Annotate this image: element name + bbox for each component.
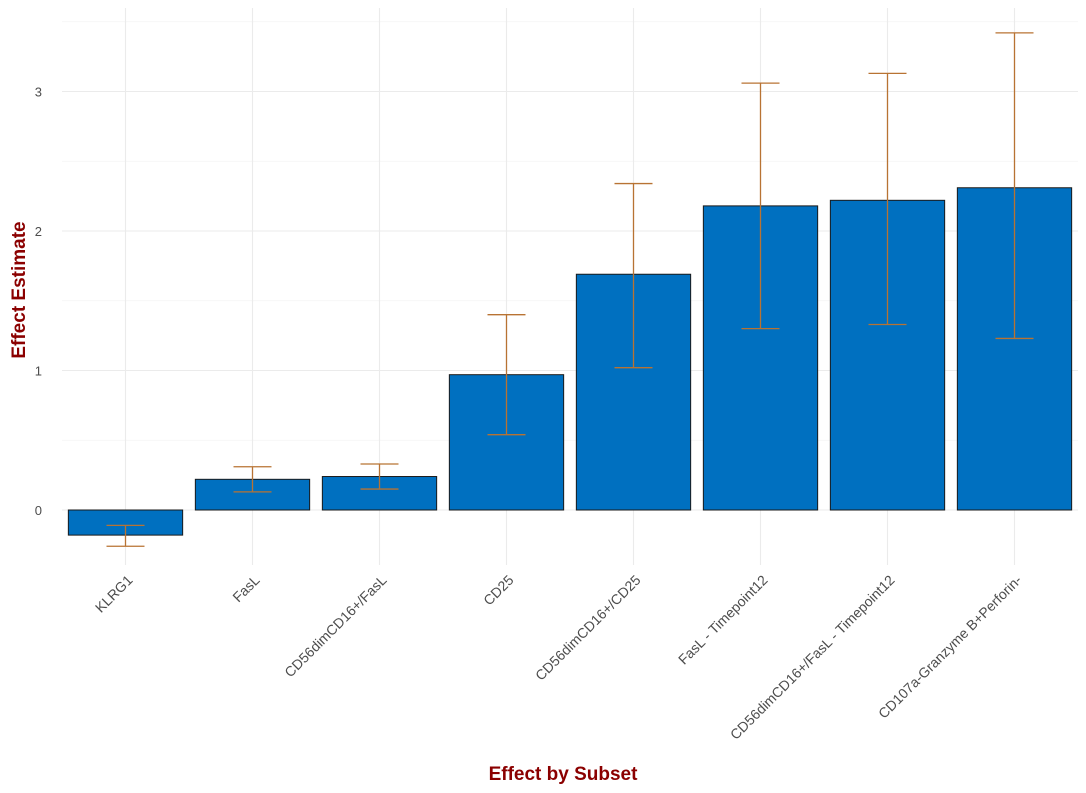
x-tick-label: CD25 bbox=[480, 572, 517, 609]
bar bbox=[321, 476, 438, 511]
y-tick-label: 1 bbox=[35, 364, 42, 379]
error-bar bbox=[995, 32, 1034, 340]
y-tick-label: 2 bbox=[35, 224, 42, 239]
y-axis-title: Effect Estimate bbox=[9, 221, 30, 358]
y-axis-ticks: 0 1 2 3 bbox=[35, 85, 42, 519]
x-tick-label: FasL - Timepoint12 bbox=[675, 572, 771, 668]
y-tick-label: 0 bbox=[35, 503, 42, 518]
y-tick-label: 3 bbox=[35, 85, 42, 100]
error-bars bbox=[106, 32, 1034, 547]
x-tick-label: CD56dimCD16+/CD25 bbox=[532, 572, 644, 684]
x-tick-label: KLRG1 bbox=[92, 572, 136, 616]
bars bbox=[67, 187, 1073, 536]
error-bar bbox=[614, 182, 653, 369]
x-tick-label: CD56dimCD16+/FasL bbox=[281, 572, 390, 681]
error-bar bbox=[868, 72, 907, 326]
x-tick-label: FasL bbox=[229, 572, 262, 605]
error-bar bbox=[106, 524, 145, 547]
error-bar bbox=[487, 314, 526, 436]
error-bar bbox=[233, 466, 272, 493]
error-bar bbox=[741, 82, 780, 330]
x-tick-label: CD107a-Granzyme B+Perforin- bbox=[875, 572, 1025, 722]
error-bar bbox=[360, 463, 399, 490]
x-axis-title: Effect by Subset bbox=[489, 764, 639, 785]
x-axis-ticks: KLRG1 FasL CD56dimCD16+/FasL CD25 CD56dimCD1… bbox=[92, 572, 1025, 743]
